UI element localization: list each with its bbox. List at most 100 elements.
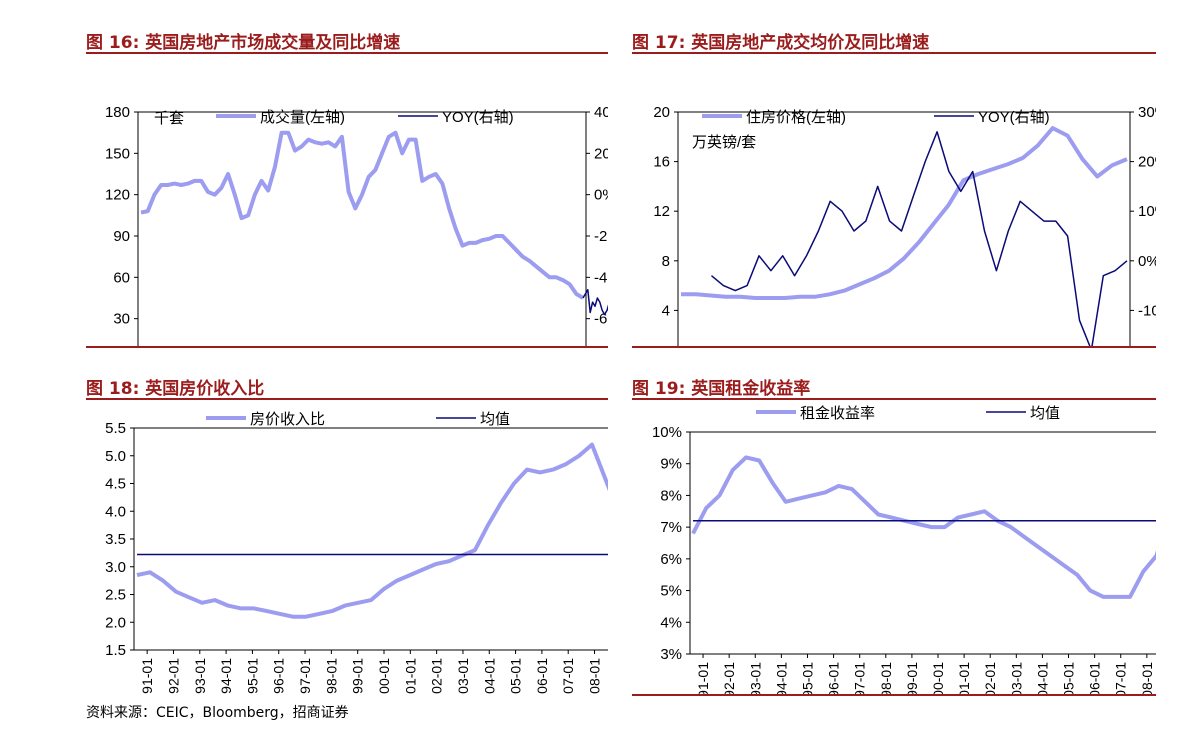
y-tick-label-left: 9% [660, 456, 682, 473]
y-tick-label-left: 180 [105, 104, 130, 121]
chart-svg-17: 048121620-20%-10%0%10%20%30%91-0192-0193… [653, 104, 1156, 348]
y-tick-label-left: 4.0 [105, 503, 126, 520]
y-tick-label-left: 2.0 [105, 614, 126, 631]
y-tick-label-right: 30% [1138, 104, 1156, 121]
x-tick-label: 99-01 [904, 662, 920, 696]
y-tick-label-right: 0% [1138, 253, 1156, 270]
y-tick-label-left: 8% [660, 487, 682, 504]
chart-svg-16: 0306090120150180-80%-60%-40%-20%0%20%40%… [105, 104, 608, 348]
y-tick-label-left: 3% [660, 646, 682, 663]
y-tick-label-left: 12 [653, 203, 670, 220]
y-tick-label-left: 5% [660, 583, 682, 600]
x-tick-label: 95-01 [799, 662, 815, 696]
x-tick-label: 99-01 [350, 658, 366, 694]
y-tick-label-right: -20% [594, 228, 608, 245]
unit-label: 千套 [154, 110, 184, 127]
x-tick-label: 93-01 [192, 658, 208, 694]
series-line-1 [136, 442, 608, 619]
x-tick-label: 01-01 [402, 658, 418, 694]
y-tick-label-left: 5.5 [105, 420, 126, 437]
x-tick-label: 04-01 [1034, 662, 1050, 696]
plot-frame [137, 111, 587, 348]
chart-panel-19: 图 19: 英国租金收益率 3% 4% 5% 6% 7% 8% 9% 10% 91-01 92-0… [632, 374, 1156, 696]
legend-label-1: 住房价格(左轴) [746, 109, 846, 126]
chart-title-16: 图 16: 英国房地产市场成交量及同比增速 [86, 33, 401, 53]
x-tick-label: 00-01 [376, 658, 392, 694]
chart-title-18: 图 18: 英国房价收入比 [86, 379, 265, 399]
x-tick-label: 96-01 [826, 662, 842, 696]
plot-frame [133, 427, 608, 651]
series-line-1 [691, 455, 1156, 599]
x-tick-label: 03-01 [455, 658, 471, 694]
y-tick-label-left: 6% [660, 551, 682, 568]
y-tick-label-left: 4 [662, 302, 670, 319]
x-tick-label: 94-01 [773, 662, 789, 696]
x-tick-label: 98-01 [878, 662, 894, 696]
y-tick-label-right: -40% [594, 269, 608, 286]
series-line-1 [140, 130, 585, 300]
x-tick-label: 02-01 [429, 658, 445, 694]
x-tick-label: 06-01 [1087, 662, 1103, 696]
x-tick-label: 96-01 [271, 658, 287, 694]
bottom-rule-16 [86, 346, 608, 348]
x-tick-label: 93-01 [747, 662, 763, 696]
plot-frame [677, 111, 1131, 348]
x-tick-label: 07-01 [1113, 662, 1129, 696]
y-tick-label-left: 5.0 [105, 448, 126, 465]
y-tick-label-left: 150 [105, 145, 130, 162]
y-tick-label-left: 120 [105, 187, 130, 204]
series-line-2 [582, 288, 608, 316]
legend-label-1: 成交量(左轴) [260, 108, 345, 126]
x-tick-label: 94-01 [218, 658, 234, 694]
x-tick-label: 05-01 [508, 658, 524, 694]
chart-panel-16: 图 16: 英国房地产市场成交量及同比增速 0306090120150180-8… [86, 28, 608, 350]
legend-label-2: YOY(右轴) [978, 109, 1050, 126]
y-tick-label-left: 7% [660, 519, 682, 536]
y-tick-label-right: -10% [1138, 302, 1156, 319]
x-tick-label: 91-01 [139, 658, 155, 694]
x-tick-label: 95-01 [244, 658, 260, 694]
x-tick-label: 97-01 [852, 662, 868, 696]
title-rule-16 [86, 52, 608, 54]
x-tick-label: 04-01 [481, 658, 497, 694]
y-tick-label-left: 3.5 [105, 531, 126, 548]
y-tick-label-left: 20 [653, 104, 670, 121]
x-tick-label: 01-01 [956, 662, 972, 696]
y-tick-label-right: 0% [594, 187, 608, 204]
chart-panel-18: 图 18: 英国房价收入比 1.5 2.0 2.5 3.0 3.5 4.0 4.5 5.0 5.… [86, 374, 608, 696]
legend-label-1: 房价收入比 [250, 411, 325, 428]
x-tick-label: 08-01 [1139, 662, 1155, 696]
chart-svg-19: 3% 4% 5% 6% 7% 8% 9% 10% 91-01 92-01 93-01 94-01 95-… [652, 405, 1156, 696]
title-rule-17 [632, 52, 1156, 54]
chart-title-17: 图 17: 英国房地产成交均价及同比增速 [632, 33, 930, 53]
x-tick-label: 98-01 [323, 658, 339, 694]
legend-label-2: 均值 [480, 411, 510, 428]
chart-svg-18: 1.5 2.0 2.5 3.0 3.5 4.0 4.5 5.0 5.5 91-01 92-01 93-… [105, 411, 608, 694]
chart-panel-17: 图 17: 英国房地产成交均价及同比增速 048121620-20%-10%0%… [632, 28, 1156, 350]
title-rule-19 [632, 398, 1156, 400]
y-tick-label-right: 20% [594, 145, 608, 162]
y-tick-label-left: 16 [653, 154, 670, 171]
bottom-rule-17 [632, 346, 1156, 348]
y-tick-label-left: 2.5 [105, 587, 126, 604]
chart-title-19: 图 19: 英国租金收益率 [632, 379, 811, 399]
legend-label-2: YOY(右轴) [442, 109, 514, 126]
y-tick-label-left: 1.5 [105, 642, 126, 659]
y-tick-label-left: 8 [662, 253, 670, 270]
y-tick-label-left: 4% [660, 614, 682, 631]
title-rule-18 [86, 398, 608, 400]
x-tick-label: 08-01 [587, 658, 603, 694]
x-tick-label: 05-01 [1061, 662, 1077, 696]
y-tick-label-left: 30 [113, 311, 130, 328]
x-tick-label: 02-01 [982, 662, 998, 696]
unit-label: 万英镑/套 [692, 133, 756, 151]
x-tick-label: 06-01 [534, 658, 550, 694]
legend-label-2: 均值 [1030, 405, 1060, 422]
legend-label-1: 租金收益率 [800, 405, 875, 422]
y-tick-label-left: 4.5 [105, 476, 126, 493]
series-line-1 [681, 126, 1128, 300]
y-tick-label-left: 60 [113, 269, 130, 286]
source-note: 资料来源：CEIC，Bloomberg，招商证券 [86, 705, 349, 721]
x-tick-label: 97-01 [297, 658, 313, 694]
x-tick-label: 92-01 [721, 662, 737, 696]
